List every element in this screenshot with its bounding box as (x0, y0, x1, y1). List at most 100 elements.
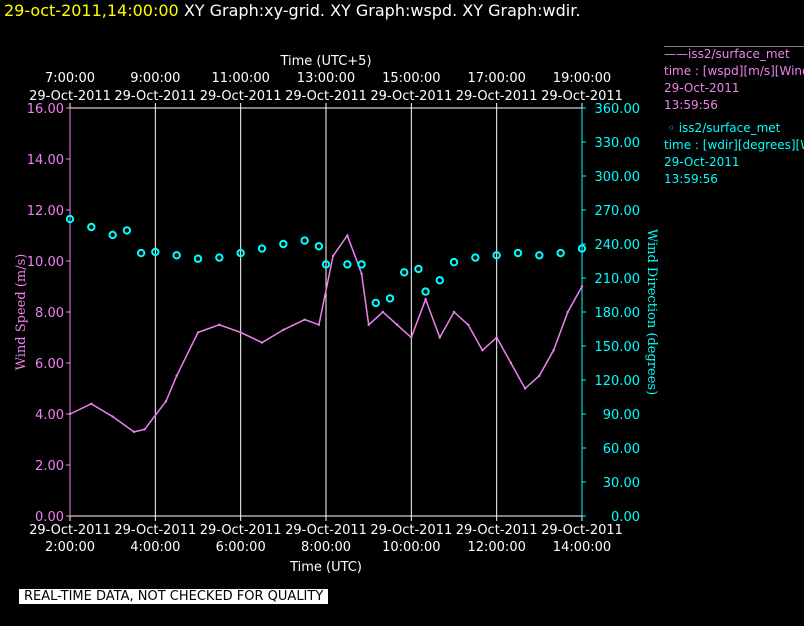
data-marker-wdir (435, 276, 444, 285)
data-marker-wdir (300, 236, 309, 245)
x-tick-label-bottom-time: 14:00:00 (553, 540, 611, 555)
data-point-wspd (566, 310, 569, 314)
data-point-wspd (132, 430, 136, 434)
data-point-wspd (303, 318, 306, 321)
data-marker-wdir (371, 298, 380, 308)
data-marker-wdir (421, 287, 430, 296)
data-marker-wdir (172, 251, 181, 260)
title-xy-grid: XY Graph:xy-grid. (183, 1, 325, 20)
x-tick-label-top-date: 29-Oct-2011 (200, 89, 282, 104)
data-marker-wdir (65, 214, 75, 224)
x-tick-label-bottom-time: 6:00:00 (216, 540, 266, 555)
x-tick-label-top-time: 13:00:00 (297, 71, 355, 86)
data-point-wspd (381, 310, 385, 314)
x-tick-label-bottom-time: 4:00:00 (130, 540, 180, 555)
y-tick-label-right: 240.00 (595, 238, 641, 253)
data-point-wspd (346, 234, 349, 237)
data-marker-wdir (577, 244, 587, 253)
data-point-wspd (218, 323, 221, 326)
x-tick-label-top-time: 19:00:00 (553, 71, 611, 86)
data-marker-wdir (321, 260, 331, 269)
x-tick-label-bottom-date: 29-Oct-2011 (285, 523, 367, 538)
x-tick-label-bottom-date: 29-Oct-2011 (200, 523, 282, 538)
data-marker-wdir (449, 257, 459, 267)
y-tick-label-right: 330.00 (595, 136, 641, 151)
data-point-wspd (196, 331, 200, 334)
data-point-wspd (260, 341, 264, 344)
x-tick-label-top-time: 11:00:00 (211, 71, 269, 86)
quality-notice: REAL-TIME DATA, NOT CHECKED FOR QUALITY (19, 589, 329, 604)
data-point-wspd (360, 272, 363, 275)
x-axis-label-bottom: Time (UTC) (289, 560, 362, 575)
data-point-wspd (282, 328, 285, 332)
y-tick-label-right: 90.00 (603, 408, 640, 423)
x-tick-label-top-date: 29-Oct-2011 (114, 89, 196, 104)
data-marker-wdir (343, 260, 352, 269)
legend-wspd-time: 13:59:56 (664, 98, 718, 112)
data-point-wspd (317, 323, 321, 326)
data-marker-wdir (279, 239, 288, 249)
x-tick-label-top-date: 29-Oct-2011 (29, 89, 111, 104)
legend-wdir-name: ◦ iss2/surface_met (664, 121, 781, 135)
data-marker-wdir (108, 230, 117, 240)
data-marker-wdir (535, 251, 544, 260)
graph-title: 29-oct-2011,14:00:00 XY Graph:xy-grid. X… (4, 1, 580, 20)
data-marker-wdir (513, 248, 523, 258)
data-point-wspd (580, 285, 584, 288)
data-point-wspd (395, 323, 399, 326)
x-tick-label-bottom-date: 29-Oct-2011 (29, 523, 111, 538)
data-point-wspd (438, 336, 441, 339)
legend-wspd: ——iss2/surface_met time : [wspd][m/s][Wi… (664, 46, 804, 114)
data-point-wspd (452, 310, 456, 314)
data-point-wspd (552, 349, 555, 352)
y-tick-label-right: 0.00 (611, 510, 640, 525)
legend-wspd-name: ——iss2/surface_met (664, 47, 790, 61)
title-wspd: XY Graph:wspd. (330, 1, 458, 20)
data-marker-wdir (385, 294, 395, 303)
data-marker-wdir (400, 268, 409, 277)
x-tick-label-top-date: 29-Oct-2011 (456, 89, 538, 104)
y-tick-label-left: 8.00 (35, 306, 64, 321)
data-marker-wdir (151, 247, 160, 257)
x-tick-label-bottom-date: 29-Oct-2011 (114, 523, 196, 538)
legend-wspd-desc: time : [wspd][m/s][Wind (664, 64, 804, 78)
legend-wdir-desc: time : [wdir][degrees][Wind (664, 138, 804, 152)
y-tick-label-left: 14.00 (27, 153, 64, 168)
y-tick-label-left: 12.00 (27, 204, 64, 219)
data-point-wspd (68, 412, 72, 416)
data-point-wspd (410, 336, 413, 339)
data-marker-wdir (257, 244, 267, 253)
x-tick-label-bottom-time: 8:00:00 (301, 540, 351, 555)
data-marker-wdir (556, 248, 565, 258)
data-point-wspd (424, 298, 427, 301)
y-tick-label-right: 300.00 (595, 170, 641, 185)
data-point-wspd (367, 323, 370, 326)
y-tick-label-left: 10.00 (27, 255, 64, 270)
x-tick-label-bottom-time: 10:00:00 (382, 540, 440, 555)
y-tick-label-right: 150.00 (595, 340, 641, 355)
data-marker-wdir (357, 260, 366, 269)
y-tick-label-right: 60.00 (603, 442, 640, 457)
y-tick-label-left: 0.00 (35, 510, 64, 525)
data-marker-wdir (492, 251, 501, 260)
legend-wspd-date: 29-Oct-2011 (664, 81, 740, 95)
timestamp: 29-oct-2011,14:00:00 (4, 1, 179, 20)
data-point-wspd (495, 336, 498, 339)
legend-wdir: ◦ iss2/surface_met time : [wdir][degrees… (664, 120, 804, 188)
data-marker-wdir (236, 248, 245, 258)
data-marker-wdir (87, 222, 96, 232)
y-tick-label-right: 270.00 (595, 204, 641, 219)
data-point-wspd (467, 323, 470, 326)
data-point-wspd (239, 331, 242, 334)
data-marker-wdir (136, 248, 146, 258)
x-tick-label-top-time: 15:00:00 (382, 71, 440, 86)
x-tick-label-bottom-date: 29-Oct-2011 (370, 523, 452, 538)
x-tick-label-top-date: 29-Oct-2011 (541, 89, 623, 104)
title-wdir: XY Graph:wdir. (462, 1, 581, 20)
data-point-wspd (509, 361, 513, 365)
y-tick-label-left: 6.00 (35, 357, 64, 372)
data-point-wspd (175, 374, 178, 377)
x-tick-label-bottom-time: 12:00:00 (467, 540, 525, 555)
x-tick-label-top-time: 17:00:00 (467, 71, 525, 86)
